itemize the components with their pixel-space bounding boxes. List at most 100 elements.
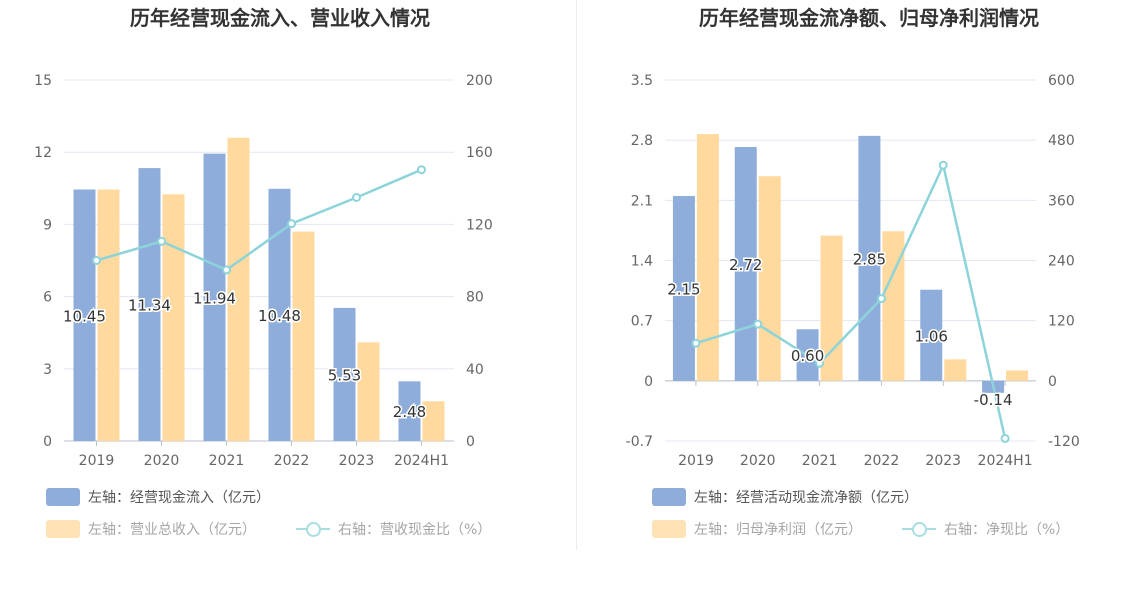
- line-point: [352, 193, 361, 203]
- legend-label: 左轴：归母净利润（亿元）: [694, 522, 862, 538]
- y-left-tick-label: 1.4: [631, 254, 653, 270]
- x-tick-label: 2023: [925, 453, 961, 469]
- bar-series-2: [162, 194, 185, 441]
- line-point: [157, 236, 166, 246]
- x-tick-label: 2023: [339, 453, 375, 469]
- bar-series-2: [97, 189, 120, 441]
- bar-series-1: [203, 153, 226, 442]
- line-point: [417, 165, 426, 175]
- y-right-tick-label: 240: [1048, 254, 1075, 270]
- bar-data-label: 0.60: [791, 347, 824, 365]
- bar-data-label: 10.45: [63, 307, 106, 325]
- line-point: [938, 160, 948, 170]
- x-tick-label: 2024H1: [394, 453, 449, 469]
- line-point: [753, 319, 763, 329]
- line-point: [92, 256, 101, 265]
- line-series: [695, 161, 1007, 439]
- line-point: [876, 294, 886, 304]
- bar-data-label: -0.14: [974, 391, 1013, 409]
- legend-swatch: [46, 488, 80, 506]
- bar-series-2: [292, 231, 315, 441]
- bar-series-2: [944, 359, 967, 381]
- line-point: [691, 338, 701, 348]
- y-left-tick-label: 3: [43, 362, 52, 378]
- y-left-tick-label: 3.5: [631, 73, 653, 89]
- y-right-tick-label: 360: [1048, 193, 1075, 209]
- bar-series-1: [920, 289, 943, 381]
- legend-item-right-line[interactable]: 右轴：净现比（%）: [902, 519, 1069, 539]
- y-left-tick-label: 0: [43, 434, 52, 450]
- bar-series-2: [422, 401, 445, 441]
- bar-data-label: 5.53: [328, 366, 361, 384]
- legend-line-swatch: [902, 520, 936, 538]
- y-right-tick-label: 80: [466, 290, 484, 306]
- bar-data-label: 2.85: [853, 250, 886, 268]
- bar-data-label: 11.34: [128, 297, 171, 315]
- legend-label: 左轴：经营现金流入（亿元）: [88, 490, 270, 506]
- panel-divider: [576, 0, 577, 550]
- line-point: [222, 265, 231, 275]
- chart-left-plot: 0 3 6 9 12 15 0 40 80 120 160 200 2019 2020 2021 2022 20…: [34, 73, 493, 469]
- bar-series-2: [882, 231, 905, 381]
- legend-item-right-bar-1[interactable]: 左轴：经营活动现金流净额（亿元）: [652, 487, 918, 507]
- y-left-tick-label: 15: [34, 73, 52, 89]
- bar-data-label: 11.94: [193, 289, 236, 307]
- legend-item-left-bar-1[interactable]: 左轴：经营现金流入（亿元）: [46, 487, 270, 507]
- x-tick-label: 2020: [144, 453, 180, 469]
- y-right-tick-label: 0: [1048, 374, 1057, 390]
- bar-series-2: [227, 137, 250, 441]
- line-series: [96, 168, 422, 272]
- bar-series-1: [858, 135, 881, 381]
- bar-data-label: 10.48: [258, 307, 301, 325]
- legend-item-right-bar-2[interactable]: 左轴：归母净利润（亿元）: [652, 519, 862, 539]
- legend-label: 右轴：营收现金比（%）: [338, 522, 492, 538]
- legend-item-left-line[interactable]: 右轴：营收现金比（%）: [296, 519, 491, 539]
- line-point: [287, 219, 296, 229]
- legend-label: 左轴：经营活动现金流净额（亿元）: [694, 490, 918, 506]
- y-left-tick-label: 2.1: [631, 193, 653, 209]
- y-right-tick-label: 480: [1048, 133, 1075, 149]
- y-right-tick-label: 600: [1048, 73, 1075, 89]
- legend-label: 左轴：营业总收入（亿元）: [88, 522, 256, 538]
- bar-series-1: [73, 189, 96, 441]
- bar-series-1: [138, 168, 161, 442]
- bar-series-1: [398, 381, 421, 441]
- y-left-tick-label: 12: [34, 145, 52, 161]
- x-tick-label: 2019: [678, 453, 714, 469]
- y-right-tick-label: 120: [1048, 314, 1075, 330]
- bar-series-1: [734, 147, 757, 381]
- bar-series-2: [357, 342, 380, 441]
- bar-data-label: 2.72: [729, 256, 762, 274]
- y-left-tick-label: 9: [43, 217, 52, 233]
- x-tick-label: 2019: [79, 453, 115, 469]
- chart-title-left: 历年经营现金流入、营业收入情况: [130, 6, 430, 30]
- y-right-tick-label: 120: [466, 217, 493, 233]
- bar-series-2: [696, 134, 719, 381]
- x-tick-label: 2024H1: [978, 453, 1033, 469]
- bar-series-2: [1006, 370, 1029, 381]
- legend-swatch: [652, 520, 686, 538]
- legend-swatch: [652, 488, 686, 506]
- y-right-tick-label: 160: [466, 145, 493, 161]
- bar-series-1: [268, 188, 291, 441]
- line-point: [1000, 433, 1010, 443]
- legend-item-left-bar-2[interactable]: 左轴：营业总收入（亿元）: [46, 519, 256, 539]
- x-tick-label: 2021: [802, 453, 838, 469]
- y-right-tick-label: 40: [466, 362, 484, 378]
- line-point: [815, 358, 825, 368]
- y-left-tick-label: 0.7: [631, 314, 653, 330]
- legend-line-swatch: [296, 520, 330, 538]
- bar-series-2: [758, 176, 781, 381]
- y-right-tick-label: -120: [1048, 434, 1080, 450]
- y-left-tick-label: 0: [644, 374, 653, 390]
- legend-swatch: [46, 520, 80, 538]
- x-tick-label: 2022: [864, 453, 900, 469]
- y-left-tick-label: 2.8: [631, 133, 653, 149]
- bar-series-1: [333, 307, 356, 441]
- chart-right-plot: -0.7 0 0.7 1.4 2.1 2.8 3.5 -120 0 120 240 360 480 600…: [626, 73, 1080, 469]
- bar-data-label: 1.06: [915, 327, 948, 345]
- legend-label: 右轴：净现比（%）: [944, 522, 1070, 538]
- y-right-tick-label: 0: [466, 434, 475, 450]
- x-tick-label: 2020: [740, 453, 776, 469]
